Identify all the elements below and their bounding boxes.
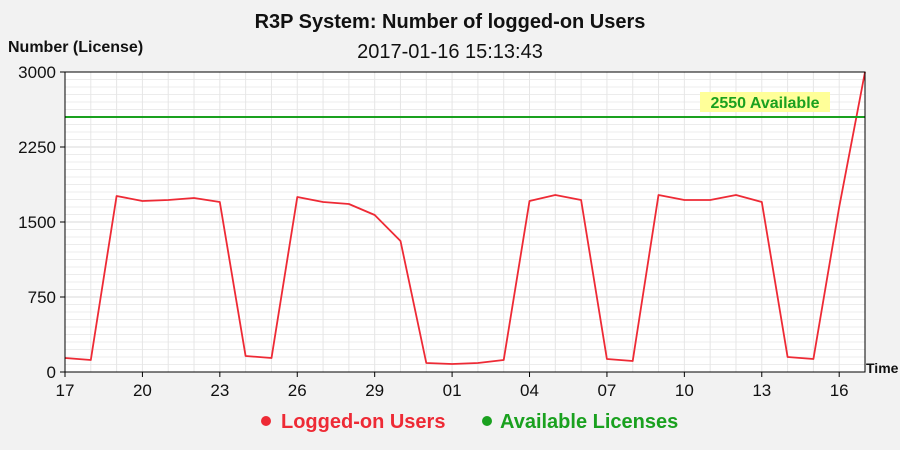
annotation-label: 2550 Available [710,95,819,112]
x-tick-label: 17 [56,381,75,400]
chart-subtitle: 2017-01-16 15:13:43 [357,41,543,63]
y-tick-label: 750 [28,288,56,307]
legend-marker-available-licenses [482,416,492,426]
x-tick-label: 16 [830,381,849,400]
y-tick-label: 0 [47,363,56,382]
x-tick-label: 29 [365,381,384,400]
x-axis-label: Time [866,360,899,376]
y-tick-label: 2250 [18,138,56,157]
y-ticks: 0 750 1500 2250 3000 [18,63,65,382]
x-tick-label: 26 [288,381,307,400]
x-tick-label: 10 [675,381,694,400]
x-tick-label: 23 [210,381,229,400]
y-tick-label: 1500 [18,213,56,232]
legend-marker-logged-on-users [261,416,271,426]
x-tick-label: 01 [443,381,462,400]
chart-title: R3P System: Number of logged-on Users [255,11,646,33]
x-tick-label: 13 [752,381,771,400]
x-ticks: 17 20 23 26 29 01 04 07 10 13 16 [56,372,849,400]
x-tick-label: 07 [597,381,616,400]
y-axis-label: Number (License) [8,39,143,56]
legend-label-logged-on-users: Logged-on Users [281,411,445,433]
legend: Logged-on Users Available Licenses [261,411,678,433]
y-tick-label: 3000 [18,63,56,82]
series-lines [64,71,866,365]
annotation-background [700,92,830,112]
series-line-logged-on-users [64,71,866,365]
x-tick-label: 04 [520,381,539,400]
available-annotation: 2550 Available [700,92,830,112]
x-tick-label: 20 [133,381,152,400]
legend-label-available-licenses: Available Licenses [500,411,678,433]
